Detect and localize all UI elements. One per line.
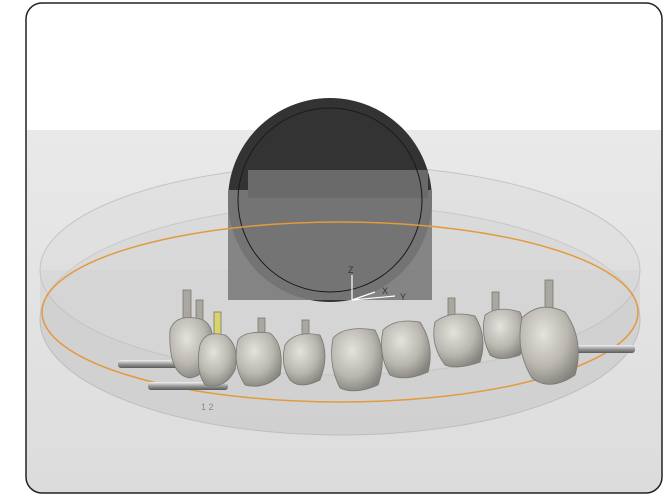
tooth <box>197 333 237 387</box>
tooth-label: 1 2 <box>201 402 214 412</box>
tool-slot <box>248 170 428 198</box>
x-axis <box>351 291 376 301</box>
axis-label-y: Y <box>400 292 406 302</box>
tool-rim <box>237 107 423 293</box>
tooth <box>433 313 484 368</box>
y-axis <box>351 295 396 301</box>
teeth <box>169 279 579 392</box>
tooth <box>282 333 326 386</box>
axis-triad <box>351 275 396 301</box>
tool-holder <box>228 190 432 300</box>
sprue <box>544 279 554 311</box>
scene: Z X Y 1 2 <box>26 3 662 493</box>
tooth <box>331 328 383 392</box>
sprue <box>213 311 222 338</box>
tool-path <box>41 221 639 403</box>
tooth <box>482 308 526 359</box>
axis-label-z: Z <box>348 265 354 275</box>
frame <box>25 2 663 494</box>
axis-label-x: X <box>382 286 388 296</box>
tooth <box>519 306 579 385</box>
support-rod <box>560 345 635 353</box>
tooth <box>235 331 282 387</box>
tooth <box>381 320 431 379</box>
